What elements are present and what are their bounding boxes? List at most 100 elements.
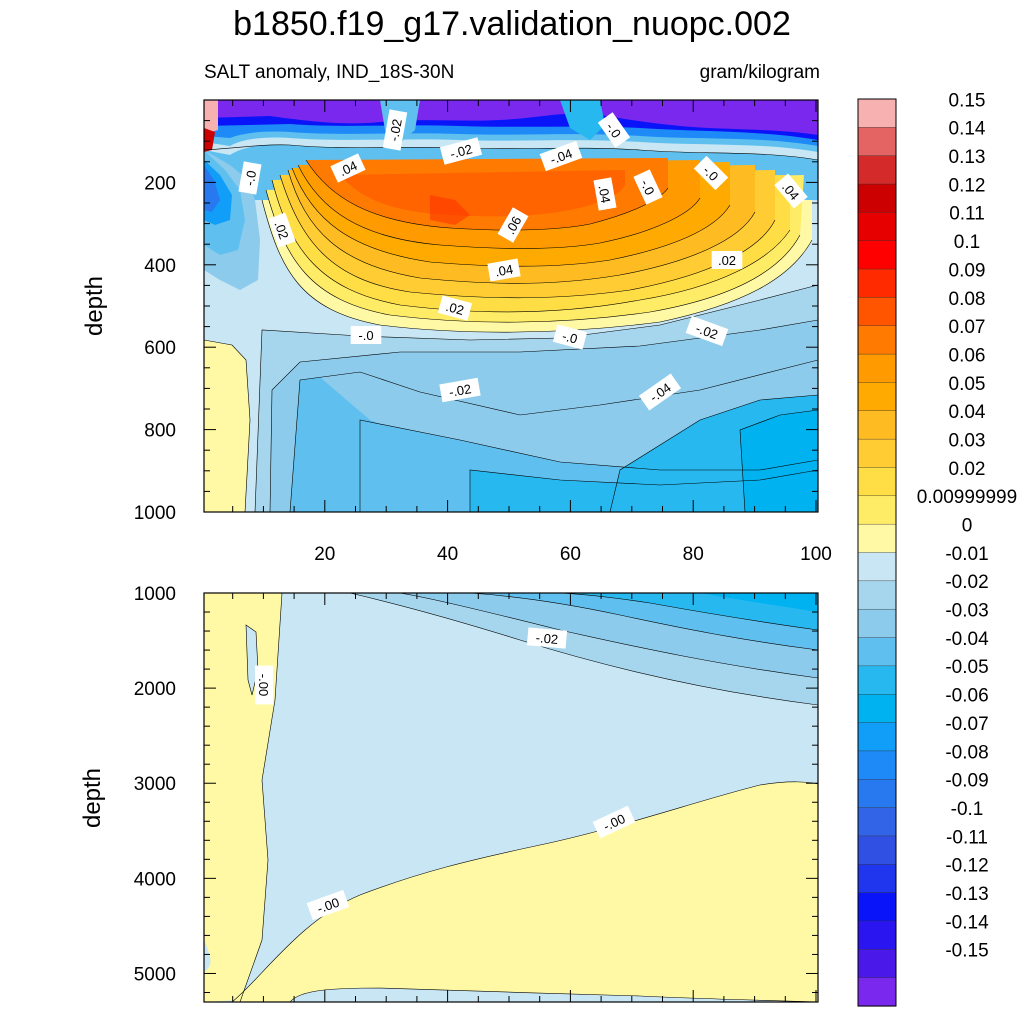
contour-label-bg [306,889,350,921]
contour-label-text: -.02 [448,381,473,400]
upper-contour-label: -.0 [552,324,588,350]
upper-contour-label: -.0 [238,161,262,195]
upper-contour-label: .06 [497,207,529,243]
colorbar-box [857,98,897,128]
colorbar-label: 0.1 [954,232,980,253]
colorbar-box [857,438,897,469]
contour-label-bg [238,161,262,195]
lower-y-axis-label: depth [79,768,106,828]
colorbar-box [857,297,897,327]
upper-y-tick-label: 800 [144,421,176,442]
upper-contour-label: -.02 [439,377,481,403]
upper-contour-label: -.0 [597,112,631,148]
colorbar-box [857,665,897,695]
colorbar-box [857,750,897,780]
colorbar: 0.15 0.14 0.13 0.12 0.11 0.1 0.09 0.08 0.07 0.06 0… [857,90,1017,1007]
contour-label-text: -.0 [603,120,624,141]
contour-label-bg [526,627,568,649]
upper-y-tick-label: 400 [144,256,176,277]
colorbar-label: -0.06 [945,686,988,707]
upper-contour-label: -.02 [685,315,729,347]
lower-y-tick-label: 3000 [134,774,176,795]
colorbar-label: -0.02 [945,572,988,593]
colorbar-label: -0.09 [945,771,988,792]
contour-labels: -.02 -.0 .04 -.02 -.04 -.0 -.0 .04 .04 .06 -.0 .02.… [238,109,808,921]
contour-label-text: -.04 [548,146,574,168]
upper-contour-label: -.04 [539,140,583,172]
colorbar-label: 0.02 [949,459,986,480]
colorbar-label: -0.1 [951,799,984,820]
colorbar-box [857,127,897,157]
lower-contour-label: -.00 [255,665,273,705]
colorbar-box [857,779,897,809]
colorbar-label: 0.14 [949,119,986,140]
upper-x-tick-label: 40 [437,544,458,565]
upper-contour-label: .04 [774,173,808,209]
colorbar-box [857,807,897,837]
lower-panel-contour-lines [231,593,818,1002]
lower-y-tick-label: 4000 [134,869,176,890]
colorbar-label: 0.03 [949,430,986,451]
colorbar-label: 0.13 [949,147,986,168]
upper-contour-label: .02 [437,295,473,321]
axes: 20 40 60 80 100 200 400 600 800 1000 1000 2000 3000 4… [134,100,832,1002]
colorbar-label: -0.04 [945,629,989,650]
colorbar-label: 0.00999999 [917,487,1017,508]
colorbar-frame [857,98,897,1007]
contour-label-bg [437,295,473,321]
lower-panel-frame [203,592,819,1003]
contour-label-bg [633,169,663,205]
upper-contour-label: .04 [593,177,617,211]
variable-subtitle: SALT anomaly, IND_18S-30N [204,62,455,83]
lower-contour-label: -.00 [306,889,350,921]
contour-label-text: -.00 [315,895,341,917]
upper-y-tick-label: 600 [144,338,176,359]
upper-contour-label: -.0 [633,169,663,205]
lower-y-tick-label: 1000 [134,584,176,605]
contour-label-bg [497,207,529,243]
upper-x-tick-label: 20 [314,544,335,565]
upper-contour-label: -.0 [693,155,729,191]
colorbar-label: -0.01 [945,544,988,565]
colorbar-label: 0.04 [949,402,986,423]
contour-label-bg [685,315,729,347]
colorbar-label: 0.07 [949,317,986,338]
contour-label-text: -.0 [358,328,373,343]
contour-label-bg [552,324,588,350]
contour-label-text: -.0 [242,169,259,187]
contour-label-bg [711,251,743,269]
colorbar-box [857,608,897,639]
colorbar-box [857,212,897,242]
contour-label-bg [487,258,521,282]
colorbar-box [857,523,897,554]
colorbar-box [857,694,897,724]
contour-label-text: -.00 [256,674,271,696]
upper-panel-contour-lines [204,144,818,512]
colorbar-box [857,382,897,412]
contour-label-text: -.02 [535,630,559,647]
colorbar-label: -0.08 [945,742,988,763]
upper-contour-label: -.02 [382,109,408,151]
colorbar-label: 0.15 [949,90,986,111]
colorbar-label: -0.12 [945,856,988,877]
contour-label-bg [774,173,808,209]
colorbar-box [857,268,897,299]
contour-label-text: -.0 [561,328,580,346]
contour-label-text: -.02 [448,141,474,161]
contour-label-bg [597,112,631,148]
colorbar-label: 0.11 [949,204,985,225]
colorbar-box [857,949,897,979]
colorbar-label: 0.08 [949,289,986,310]
colorbar-box [857,183,897,213]
colorbar-box [857,495,897,525]
units-subtitle: gram/kilogram [699,62,820,83]
colorbar-box [857,580,897,610]
lower-y-tick-label: 2000 [134,679,176,700]
upper-y-tick-label: 200 [144,173,176,194]
contour-label-bg [592,805,636,839]
lower-contour-label: -.00 [592,805,636,839]
contour-label-bg [693,155,729,191]
colorbar-box [857,864,897,894]
chart-title: b1850.f19_g17.validation_nuopc.002 [233,5,791,43]
